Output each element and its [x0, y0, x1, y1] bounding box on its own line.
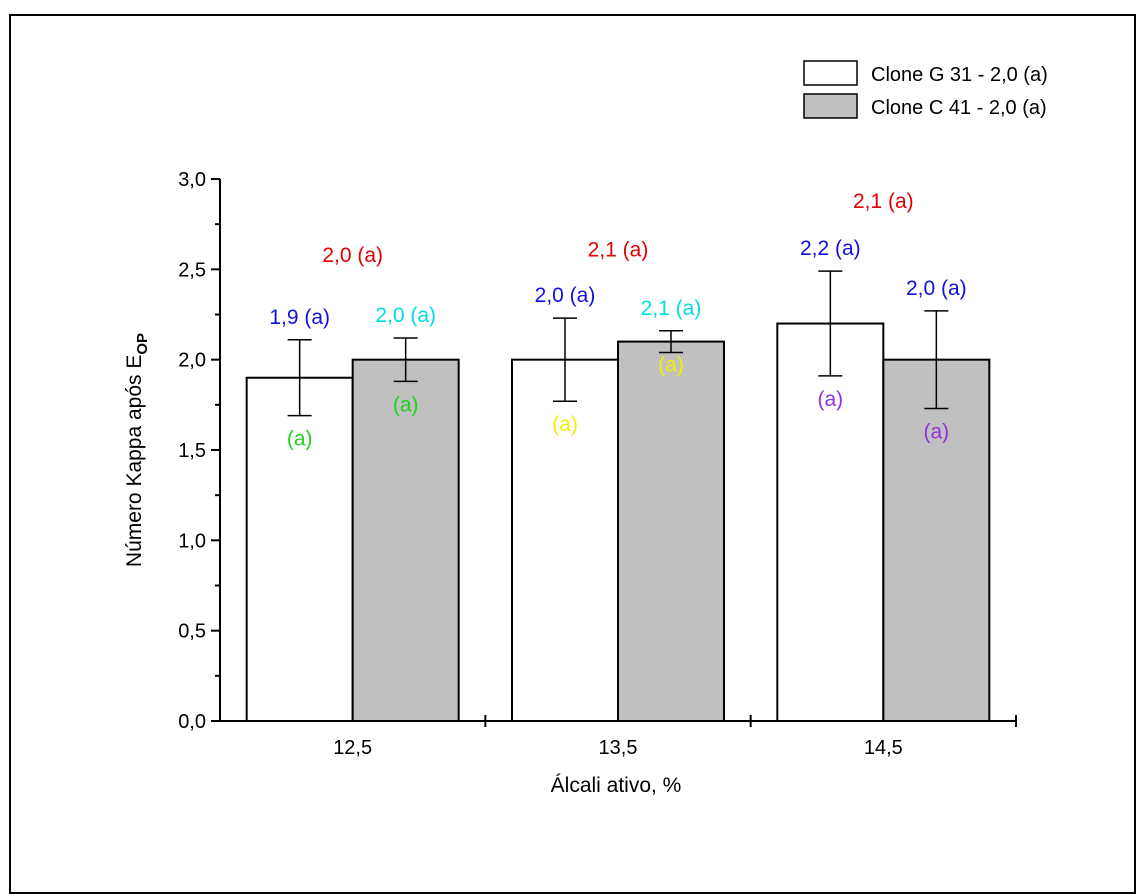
bar	[882, 358, 991, 722]
group-label: 2,1 (a)	[588, 239, 649, 262]
y-tick-label: 1,0	[178, 530, 206, 552]
x-tick-label: 13,5	[599, 737, 638, 759]
x-axis-label: Álcali ativo, %	[551, 774, 682, 797]
y-tick-label: 2,0	[178, 350, 206, 372]
bar-inner-label: (a)	[658, 354, 684, 377]
group-label: 2,0 (a)	[322, 244, 383, 267]
bar-top-label: 2,2 (a)	[800, 237, 861, 260]
error-bars	[287, 270, 949, 417]
bar-inner-label: (a)	[817, 388, 843, 411]
annotations: 1,9 (a) (a) 2,0 (a) (a) 2,0 (a) 2,0 (a) (a) 2,1…	[269, 190, 966, 451]
legend-label: Clone G 31 - 2,0 (a)	[871, 64, 1048, 86]
y-tick-label: 1,5	[178, 440, 206, 462]
bar-inner-label: (a)	[393, 393, 419, 416]
y-tick-label: 2,5	[178, 259, 206, 281]
bar-inner-label: (a)	[923, 420, 949, 443]
bar-top-label: 1,9 (a)	[269, 306, 330, 329]
bar-top-label: 2,0 (a)	[906, 277, 967, 300]
legend-label: Clone C 41 - 2,0 (a)	[871, 97, 1047, 119]
bar-top-label: 2,1 (a)	[641, 297, 702, 320]
y-tick-label: 0,0	[178, 711, 206, 733]
y-tick-label: 0,5	[178, 621, 206, 643]
legend-swatch	[803, 60, 858, 86]
legend: Clone G 31 - 2,0 (a) Clone C 41 - 2,0 (a)	[803, 60, 1048, 119]
bar	[351, 358, 460, 722]
y-tick-label: 3,0	[178, 169, 206, 191]
legend-swatch	[803, 93, 858, 119]
bar-top-label: 2,0 (a)	[375, 304, 436, 327]
bar-inner-label: (a)	[552, 413, 578, 436]
bar	[776, 322, 885, 722]
bar	[511, 358, 619, 722]
x-tick-label: 14,5	[864, 737, 903, 759]
bar-top-label: 2,0 (a)	[535, 284, 596, 307]
bars	[245, 322, 991, 722]
bar-inner-label: (a)	[287, 428, 313, 451]
bar	[245, 376, 354, 722]
bar	[617, 340, 725, 722]
x-tick-label: 12,5	[333, 737, 372, 759]
group-label: 2,1 (a)	[853, 190, 914, 213]
y-axis-label: Número Kappa após EOP	[123, 333, 151, 567]
